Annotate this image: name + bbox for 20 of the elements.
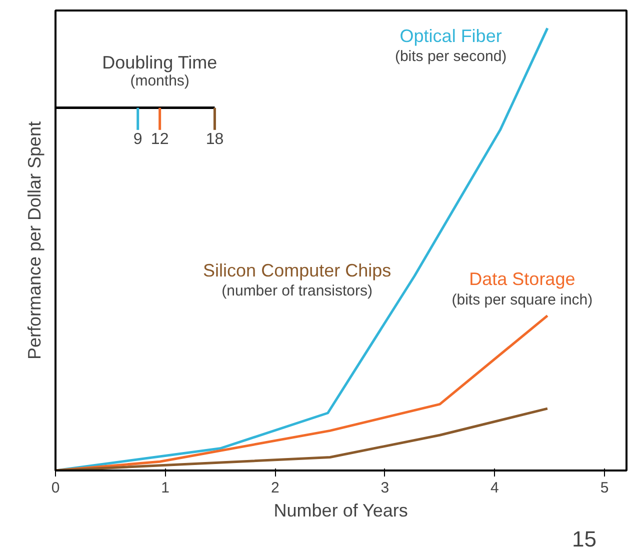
x-tick-label: 5 bbox=[600, 480, 609, 496]
annotation: Doubling Time bbox=[102, 52, 218, 72]
annotation: (bits per second) bbox=[394, 48, 507, 66]
annotation: 12 bbox=[150, 131, 169, 148]
x-axis-title: Number of Years bbox=[274, 500, 408, 520]
x-tick-label: 2 bbox=[270, 480, 280, 496]
text: 15 bbox=[572, 526, 597, 551]
text: Silicon Computer Chips bbox=[203, 260, 392, 280]
annotation: (bits per square inch) bbox=[452, 291, 593, 308]
text: Data Storage bbox=[469, 269, 576, 290]
annotation: 18 bbox=[206, 131, 224, 148]
series-label: Optical Fiber bbox=[400, 26, 502, 46]
annotation: (months) bbox=[130, 72, 190, 90]
annotation: 9 bbox=[133, 131, 142, 148]
x-tick-label: 3 bbox=[380, 480, 390, 496]
y-axis-title: Performance per Dollar Spent bbox=[24, 121, 44, 360]
annotation: (number of transistors) bbox=[222, 282, 373, 300]
x-tick-label: 1 bbox=[161, 480, 170, 496]
x-tick-label: 0 bbox=[51, 480, 60, 496]
x-tick-label: 4 bbox=[490, 480, 499, 496]
